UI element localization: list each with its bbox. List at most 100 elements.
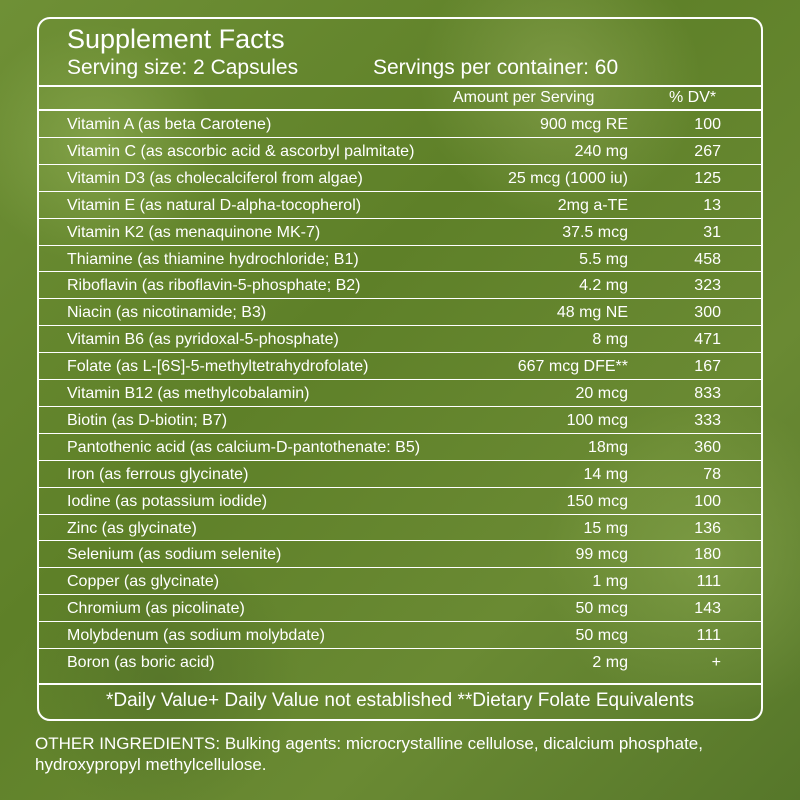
nutrient-row: Vitamin A (as beta Carotene) 900 mcg RE 10…	[39, 111, 761, 137]
row-divider	[39, 190, 761, 192]
nutrient-row: Vitamin C (as ascorbic acid & ascorbyl p…	[39, 138, 761, 164]
nutrient-dv: 333	[694, 411, 721, 429]
nutrient-amount: 48 mg NE	[556, 304, 628, 322]
nutrient-amount: 240 mg	[574, 142, 628, 160]
row-divider	[39, 352, 761, 354]
nutrient-dv: +	[711, 654, 721, 671]
row-divider	[39, 567, 761, 569]
nutrient-name: Folate (as L-[6S]-5-methyltetrahydrofola…	[67, 358, 369, 376]
nutrient-name: Riboflavin (as riboflavin-5-phosphate; B…	[67, 277, 361, 295]
nutrient-name: Chromium (as picolinate)	[67, 600, 245, 618]
nutrient-amount: 100 mcg	[566, 411, 628, 429]
nutrient-row: Vitamin D3 (as cholecalciferol from alga…	[39, 165, 761, 191]
nutrient-amount: 99 mcg	[575, 546, 628, 564]
nutrient-amount: 14 mg	[583, 465, 628, 483]
nutrient-dv: 833	[694, 385, 721, 402]
nutrient-name: Niacin (as nicotinamide; B3)	[67, 304, 267, 322]
nutrient-name: Vitamin B6 (as pyridoxal-5-phosphate)	[67, 331, 339, 349]
nutrient-dv: 31	[703, 223, 721, 241]
nutrient-row: Vitamin B12 (as methylcobalamin) 20 mcg 83…	[39, 380, 761, 406]
nutrient-dv: 267	[694, 142, 721, 160]
row-divider	[39, 513, 761, 515]
nutrient-name: Vitamin E (as natural D-alpha-tocopherol…	[67, 196, 362, 214]
row-divider	[39, 621, 761, 623]
nutrient-name: Biotin (as D-biotin; B7)	[67, 411, 228, 429]
row-divider	[39, 459, 761, 461]
nutrient-name: Molybdenum (as sodium molybdate)	[67, 627, 325, 645]
nutrient-dv: 136	[694, 519, 721, 537]
header-divider	[39, 85, 761, 87]
nutrient-dv: 167	[694, 358, 721, 376]
nutrient-dv: 100	[694, 492, 721, 510]
row-divider	[39, 163, 761, 165]
nutrient-amount: 8 mg	[592, 331, 628, 349]
nutrient-name: Zinc (as glycinate)	[67, 519, 197, 537]
nutrient-dv: 471	[694, 331, 721, 349]
nutrient-dv: 78	[703, 465, 721, 483]
nutrient-name: Vitamin C (as ascorbic acid & ascorbyl p…	[67, 142, 415, 160]
nutrient-name: Boron (as boric acid)	[67, 654, 215, 671]
nutrient-row: Riboflavin (as riboflavin-5-phosphate; B…	[39, 272, 761, 298]
nutrient-dv: 300	[694, 304, 721, 322]
nutrient-row: Vitamin K2 (as menaquinone MK-7) 37.5 mcg…	[39, 219, 761, 245]
nutrient-dv: 323	[694, 277, 721, 295]
nutrient-amount: 1 mg	[592, 573, 628, 591]
nutrient-amount: 50 mcg	[575, 627, 628, 645]
nutrient-amount: 37.5 mcg	[562, 223, 628, 241]
panel-title: Supplement Facts	[67, 24, 285, 54]
nutrient-dv: 360	[694, 438, 721, 456]
row-divider	[39, 136, 761, 138]
row-divider	[39, 648, 761, 649]
nutrient-amount: 900 mcg RE	[539, 116, 628, 133]
supplement-facts-panel: Supplement Facts Serving size: 2 Capsule…	[37, 17, 763, 721]
nutrient-name: Vitamin B12 (as methylcobalamin)	[67, 385, 310, 402]
nutrient-name: Iodine (as potassium iodide)	[67, 492, 268, 510]
nutrient-dv: 458	[694, 250, 721, 268]
nutrient-row: Molybdenum (as sodium molybdate) 50 mcg 11…	[39, 622, 761, 648]
nutrient-amount: 2 mg	[592, 654, 628, 671]
nutrient-row: Zinc (as glycinate) 15 mg 136	[39, 515, 761, 541]
row-divider	[39, 271, 761, 273]
nutrient-amount: 50 mcg	[575, 600, 628, 618]
serving-size: Serving size: 2 Capsules	[67, 56, 299, 79]
nutrient-dv: 143	[694, 600, 721, 618]
nutrient-row: Vitamin E (as natural D-alpha-tocopherol…	[39, 192, 761, 218]
nutrient-amount: 18mg	[587, 438, 628, 456]
nutrient-row: Iron (as ferrous glycinate) 14 mg 78	[39, 461, 761, 487]
table-bottom-divider	[39, 683, 761, 685]
nutrient-name: Copper (as glycinate)	[67, 573, 220, 591]
nutrient-amount: 20 mcg	[575, 385, 628, 402]
row-divider	[39, 594, 761, 596]
nutrient-amount: 4.2 mg	[579, 277, 628, 295]
nutrient-name: Thiamine (as thiamine hydrochloride; B1)	[67, 250, 359, 268]
nutrient-row: Boron (as boric acid) 2 mg +	[39, 649, 761, 675]
nutrient-name: Pantothenic acid (as calcium-D-pantothen…	[67, 438, 421, 456]
nutrient-row: Vitamin B6 (as pyridoxal-5-phosphate) 8 m…	[39, 326, 761, 352]
nutrient-row: Thiamine (as thiamine hydrochloride; B1)…	[39, 246, 761, 272]
nutrient-amount: 150 mcg	[566, 492, 628, 510]
row-divider	[39, 540, 761, 542]
nutrient-amount: 25 mcg (1000 iu)	[507, 169, 628, 187]
row-divider	[39, 244, 761, 246]
nutrient-dv: 13	[703, 196, 721, 214]
footnote: *Daily Value+ Daily Value not establishe…	[105, 690, 695, 711]
nutrient-amount: 15 mg	[583, 519, 628, 537]
row-divider	[39, 379, 761, 380]
nutrient-row: Pantothenic acid (as calcium-D-pantothen…	[39, 434, 761, 460]
nutrient-name: Vitamin D3 (as cholecalciferol from alga…	[67, 169, 363, 187]
nutrient-name: Selenium (as sodium selenite)	[67, 546, 282, 564]
nutrient-dv: 111	[696, 573, 721, 591]
nutrient-amount: 2mg a-TE	[557, 196, 628, 214]
nutrient-row: Selenium (as sodium selenite) 99 mcg 180	[39, 541, 761, 567]
nutrient-dv: 180	[694, 546, 721, 564]
nutrient-row: Chromium (as picolinate) 50 mcg 143	[39, 595, 761, 621]
servings-per-container: Servings per container: 60	[373, 56, 619, 79]
nutrient-amount: 5.5 mg	[579, 250, 628, 268]
row-divider	[39, 325, 761, 327]
dv-column-header: % DV*	[669, 89, 717, 106]
row-divider	[39, 486, 761, 488]
serving-line: Serving size: 2 Capsules Servings per co…	[67, 54, 618, 82]
nutrient-dv: 125	[694, 169, 721, 187]
amount-column-header: Amount per Serving	[453, 89, 595, 106]
nutrient-row: Iodine (as potassium iodide) 150 mcg 100	[39, 488, 761, 514]
